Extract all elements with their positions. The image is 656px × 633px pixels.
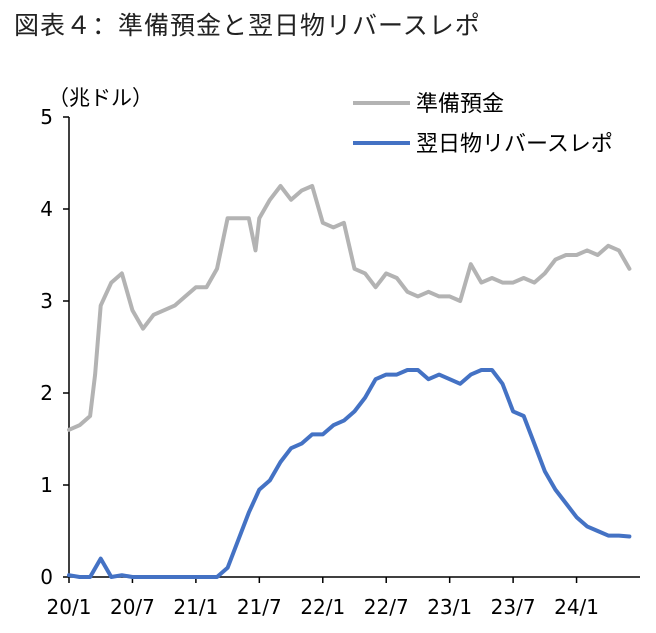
chart-title: 図表４：準備預金と翌日物リバースレポ [14,11,481,40]
y-tick-label: 4 [40,197,53,221]
y-tick-label: 2 [40,381,53,405]
x-tick-label: 23/1 [427,595,472,619]
x-tick-label: 21/1 [173,595,218,619]
series-line-1 [67,184,632,432]
x-tick-label: 20/1 [47,595,92,619]
y-axis: 0 1 2 3 4 5 [40,105,70,589]
x-axis: 20/1 20/7 21/1 21/7 22/1 22/7 23/1 23/7 24/1 [47,576,640,619]
y-tick-label: 0 [40,565,53,589]
series-lines [67,184,632,579]
series-line-2 [67,368,632,579]
y-tick-label: 1 [40,473,53,497]
x-tick-label: 24/1 [554,595,599,619]
y-tick-label: 5 [40,105,53,129]
x-tick-label: 22/1 [300,595,345,619]
x-tick-label: 20/7 [110,595,155,619]
y-tick-label: 3 [40,289,53,313]
x-tick-label: 21/7 [237,595,282,619]
x-tick-label: 22/7 [364,595,409,619]
y-axis-unit-label: （兆ドル） [48,86,153,110]
legend-label-2: 翌日物リバースレポ [416,132,613,157]
x-tick-label: 23/7 [491,595,536,619]
legend-label-1: 準備預金 [416,92,504,117]
